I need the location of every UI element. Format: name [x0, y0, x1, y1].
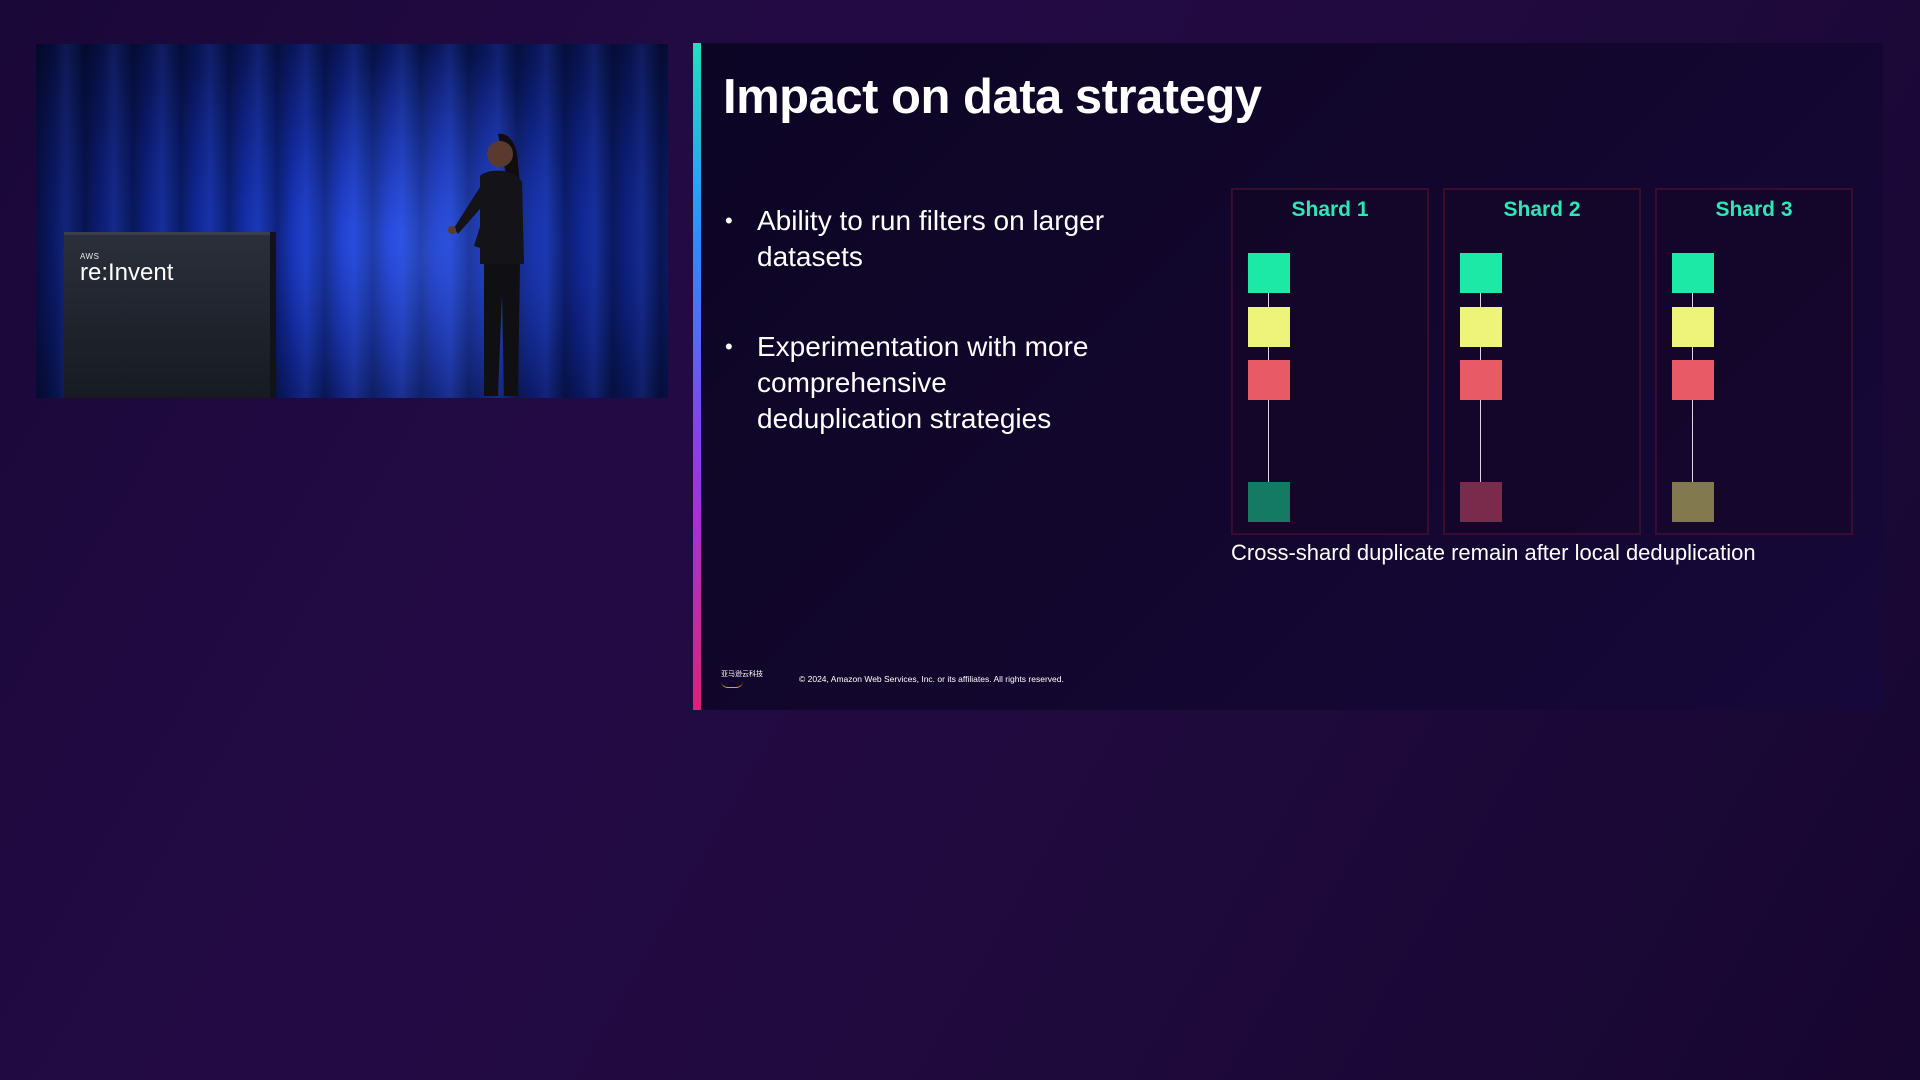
bullet-icon: • [725, 208, 733, 233]
shard-panel-1: Shard 1 [1231, 188, 1429, 535]
data-block [1460, 482, 1502, 522]
shard-panel-2: Shard 2 [1443, 188, 1641, 535]
copyright-notice: © 2024, Amazon Web Services, Inc. or its… [799, 674, 1064, 684]
presenter-figure [448, 133, 524, 396]
bullet-text: Experimentation with more comprehensive … [757, 331, 1089, 434]
data-block [1460, 253, 1502, 293]
aws-smile-icon [721, 681, 743, 688]
data-block [1672, 360, 1714, 400]
presentation-slide: Impact on data strategy • Ability to run… [693, 43, 1883, 710]
diagram-caption: Cross-shard duplicate remain after local… [1231, 540, 1756, 565]
data-block [1248, 307, 1290, 347]
slide-accent-bar [693, 43, 701, 710]
bullet-text: Ability to run filters on larger dataset… [757, 205, 1105, 272]
logo-brand: re:Invent [80, 259, 174, 286]
data-block [1248, 360, 1290, 400]
speaker-video: AWS re:Invent [36, 44, 668, 398]
data-block [1672, 482, 1714, 522]
bullet-list: • Ability to run filters on larger datas… [723, 203, 1113, 491]
bullet-item: • Ability to run filters on larger datas… [723, 203, 1113, 275]
footer-logo: 亚马逊云科技 [721, 670, 763, 678]
shard-label: Shard 3 [1715, 198, 1793, 221]
slide-title: Impact on data strategy [723, 70, 1262, 124]
shard-label: Shard 2 [1503, 198, 1581, 221]
shard-panel-3: Shard 3 [1655, 188, 1853, 535]
data-block [1460, 360, 1502, 400]
podium: AWS re:Invent [64, 232, 270, 398]
data-block [1460, 307, 1502, 347]
shard-label: Shard 1 [1291, 198, 1369, 221]
data-block [1248, 253, 1290, 293]
data-block [1672, 307, 1714, 347]
logo-prefix: AWS [80, 252, 100, 261]
bullet-item: • Experimentation with more comprehensiv… [723, 329, 1113, 437]
reinvent-logo: AWS re:Invent [80, 253, 173, 285]
bullet-icon: • [725, 334, 733, 359]
data-block [1248, 482, 1290, 522]
stage-light [276, 44, 576, 398]
data-block [1672, 253, 1714, 293]
